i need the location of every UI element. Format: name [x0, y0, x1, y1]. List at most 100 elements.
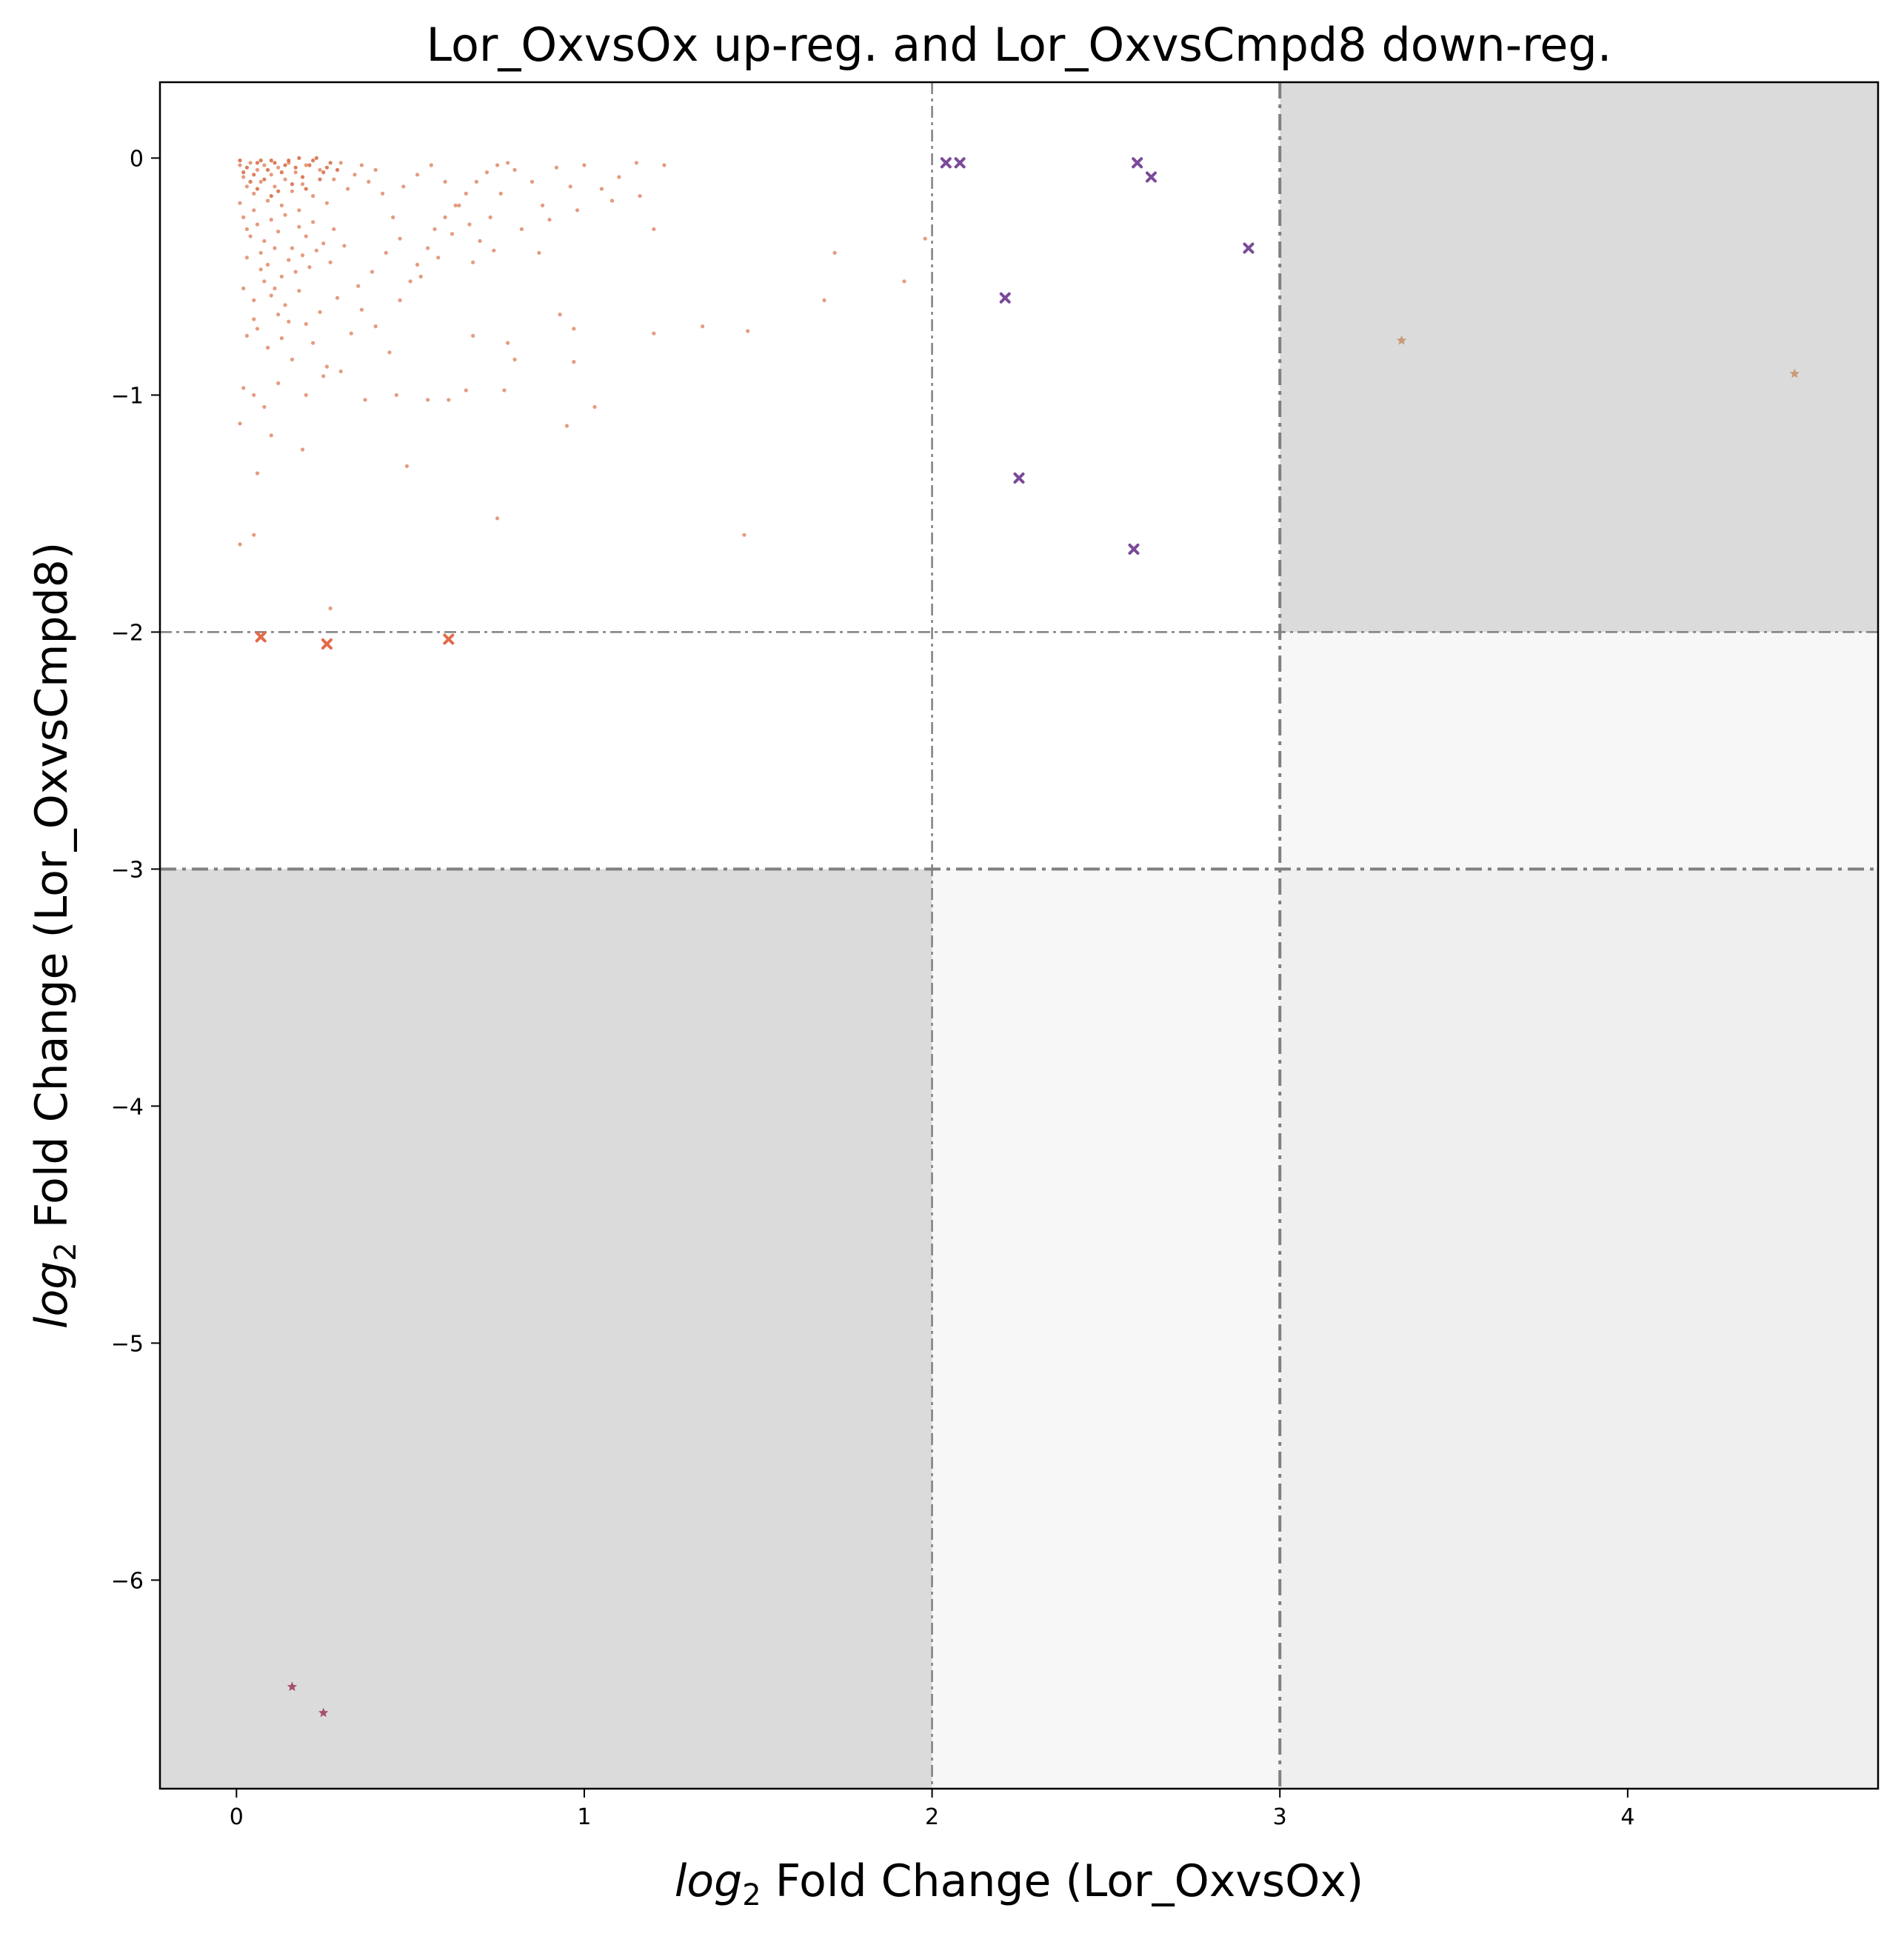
data-point-dot [384, 250, 388, 255]
data-point-cross [954, 157, 966, 169]
data-point-dot [276, 381, 281, 386]
data-point-dot [492, 248, 496, 253]
data-point-cross [321, 638, 333, 650]
data-point-dot [314, 156, 318, 160]
x-tick-label: 1 [577, 1804, 591, 1830]
data-point-dot [902, 279, 906, 284]
y-tick-label: −4 [111, 1094, 144, 1120]
data-point-dot [478, 238, 482, 243]
y-axis: 0 −1 −2 −3 −4 −5 −6 [111, 146, 160, 1594]
data-point-dot [467, 222, 472, 227]
threshold-regions [160, 82, 1878, 1789]
y-tick-label: 0 [130, 146, 144, 172]
data-point-dot [273, 184, 277, 189]
data-point-dot [238, 163, 242, 167]
data-point-dot [353, 173, 357, 177]
data-point-dot [380, 191, 385, 196]
data-point-dot [328, 606, 333, 611]
data-point-dot [335, 167, 340, 172]
data-point-dot [464, 388, 468, 393]
data-point-dot [241, 170, 246, 175]
data-point-dot [638, 194, 642, 198]
data-point-dot [269, 173, 273, 177]
data-point-dot [359, 307, 364, 312]
data-point-dot [311, 341, 315, 345]
data-point-dot [540, 203, 545, 207]
data-point-dot [248, 161, 253, 165]
shaded-region-3 [1280, 632, 1878, 870]
data-point-dot [394, 393, 398, 398]
data-point-dot [373, 167, 378, 172]
data-point-dot [252, 191, 256, 196]
data-point-dot [238, 201, 242, 205]
data-point-dot [252, 173, 256, 177]
data-point-dot [241, 386, 246, 390]
data-point-dot [519, 227, 524, 231]
data-point-dot [367, 179, 371, 184]
data-point-dot [652, 331, 656, 336]
y-tick-label: −6 [111, 1568, 144, 1594]
data-point-dot [495, 516, 500, 521]
data-point-dot [244, 184, 250, 189]
data-point-cross [1132, 157, 1143, 169]
data-point-dot [537, 250, 541, 255]
data-point-dot [314, 248, 318, 253]
data-point-dot [832, 250, 837, 255]
data-point-dot [287, 159, 291, 163]
x-axis-title-log: log [675, 1855, 742, 1907]
data-point-dot [568, 184, 572, 189]
data-point-dot [506, 341, 510, 345]
data-point-dot [283, 163, 287, 167]
data-point-dot [429, 163, 433, 167]
data-point-dot [283, 303, 287, 307]
data-point-dot [262, 279, 267, 284]
data-point-dot [262, 163, 267, 167]
data-point-dot [617, 175, 621, 179]
data-point-dot [332, 227, 336, 231]
shaded-region-4 [1280, 82, 1878, 633]
x-tick-label: 0 [230, 1804, 244, 1830]
data-point-dot [572, 360, 576, 364]
data-point-dot [300, 253, 305, 258]
data-point-cross [1128, 543, 1140, 555]
data-point-dot [318, 177, 322, 181]
data-point-dot [447, 398, 451, 402]
data-point-dot [300, 447, 305, 452]
data-point-dot [300, 182, 305, 187]
data-point-dot [373, 324, 378, 329]
data-point-star [1396, 335, 1407, 345]
data-point-dot [304, 393, 308, 398]
data-point-star [1789, 368, 1800, 378]
shaded-region-1 [932, 869, 1280, 1789]
data-point-dot [554, 165, 558, 170]
data-point-dot [265, 167, 270, 172]
data-point-dot [391, 215, 395, 219]
data-point-dot [498, 191, 503, 196]
data-point-dot [457, 203, 461, 207]
data-point-dot [287, 258, 291, 262]
data-point-dot [599, 187, 604, 191]
data-point-cross [940, 157, 952, 169]
data-point-dot [582, 163, 587, 167]
y-tick-label: −2 [111, 620, 144, 646]
data-point-dot [241, 175, 246, 179]
data-point-dot [244, 227, 250, 231]
data-point-dot [328, 161, 333, 165]
data-point-dot [283, 177, 287, 181]
data-point-dot [255, 187, 260, 191]
data-point-dot [471, 333, 475, 338]
data-point-dot [269, 433, 273, 438]
data-point-dot [346, 187, 350, 191]
data-point-dot [255, 327, 260, 331]
data-point-dot [297, 224, 301, 229]
data-point-dot [324, 364, 330, 369]
data-point-dot [328, 260, 333, 264]
data-point-dot [252, 208, 256, 213]
shaded-region-0 [160, 869, 932, 1789]
data-point-dot [252, 393, 256, 398]
y-axis-title-log: log [26, 1261, 78, 1329]
data-point-dot [401, 184, 406, 189]
data-point-dot [241, 286, 246, 290]
data-point-dot [276, 230, 281, 234]
data-point-dot [300, 175, 305, 179]
